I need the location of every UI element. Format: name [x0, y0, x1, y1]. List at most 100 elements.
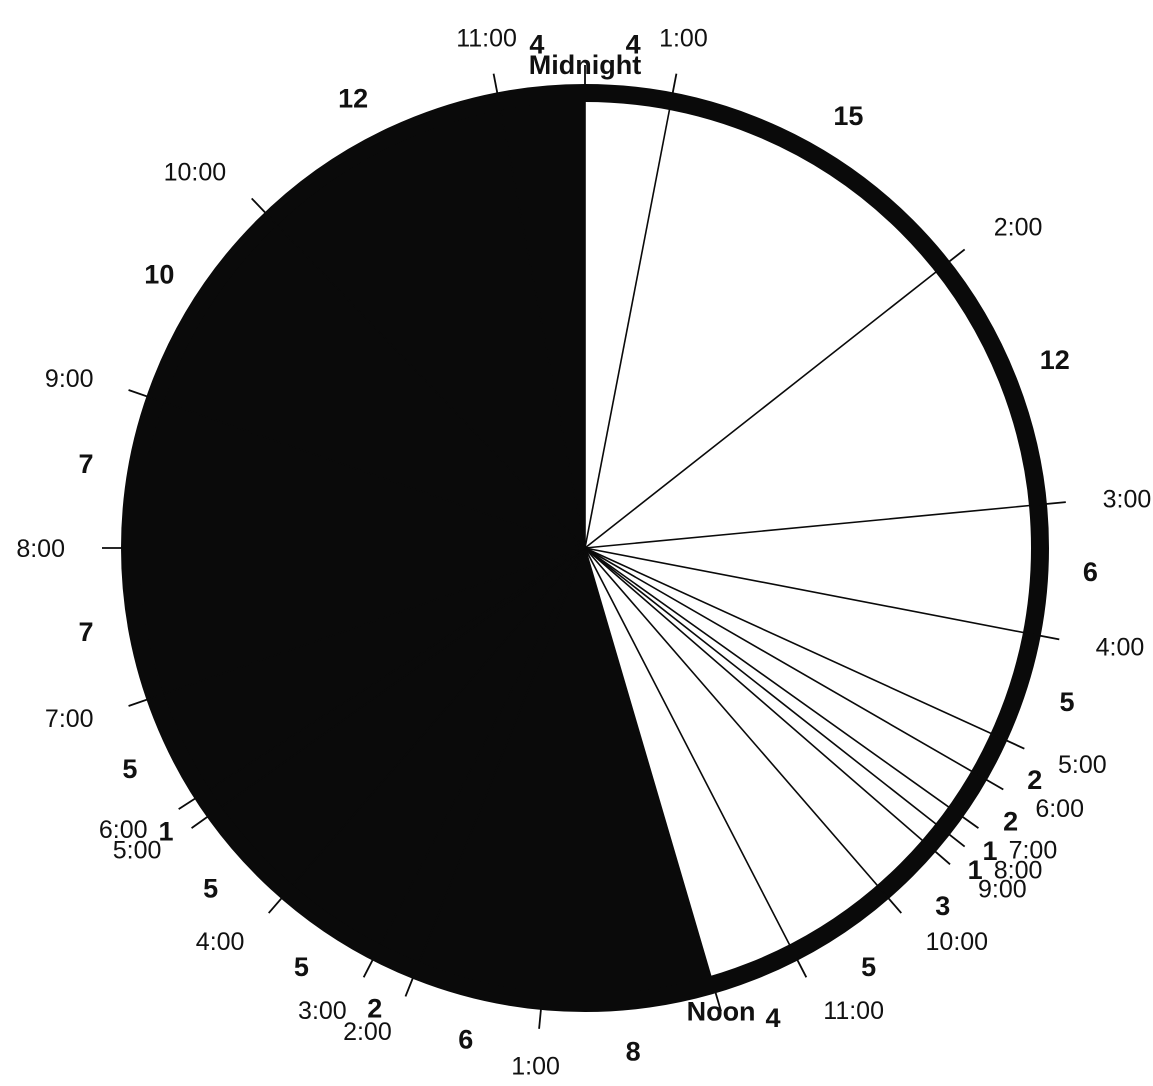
pie-slice-17: [214, 548, 585, 892]
time-leader-13: [710, 976, 722, 1012]
slice-divider-3: [584, 266, 944, 549]
slice-divider-14: [540, 547, 586, 1002]
slice-divider-13: [584, 547, 714, 985]
count-label-18: 1: [158, 817, 173, 847]
pie-slice-16: [287, 548, 585, 953]
pie-slice-21: [130, 399, 585, 548]
slice-divider-20: [154, 547, 586, 698]
count-label-12: 4: [766, 1003, 781, 1033]
pie-slice-15: [376, 548, 585, 971]
time-leader-14: [538, 992, 544, 1029]
time-label-20: 7:00: [45, 705, 94, 733]
time-leader-10: [922, 840, 951, 865]
pie-slice-12: [585, 548, 794, 985]
leader-lines: [102, 65, 1066, 1029]
count-label-23: 12: [338, 83, 368, 113]
pie-slice-23: [271, 101, 585, 548]
chart-labels: Midnight1:002:003:004:005:006:007:008:00…: [16, 24, 1151, 1080]
time-label-1: Midnight: [529, 50, 641, 80]
pie-slice-2: [585, 101, 943, 548]
pie-slice-19: [155, 548, 585, 794]
time-leader-18: [191, 806, 222, 829]
time-leader-4: [1029, 501, 1066, 507]
slice-divider-9: [584, 547, 944, 830]
time-leader-22: [128, 389, 163, 403]
pie-slice-22: [155, 218, 585, 548]
time-leader-19: [178, 788, 210, 810]
count-label-19: 5: [122, 754, 137, 784]
count-label-17: 5: [203, 873, 218, 903]
time-label-12: 11:00: [823, 997, 884, 1025]
pie-slice-7: [585, 548, 980, 812]
time-label-6: 5:00: [1058, 751, 1107, 779]
time-leader-20: [128, 693, 163, 707]
time-label-9: 8:00: [994, 856, 1043, 884]
slice-divider-2: [584, 101, 672, 549]
pie-slice-13: [541, 548, 714, 1004]
pie-slice-6: [585, 548, 999, 776]
count-label-13: 8: [626, 1037, 641, 1067]
time-label-18: 5:00: [113, 837, 162, 865]
count-label-5: 5: [1059, 687, 1074, 717]
count-label-11: 5: [861, 952, 876, 982]
slice-divider-18: [213, 547, 586, 813]
pie-slice-5: [585, 548, 1032, 738]
slice-divider-15: [415, 547, 586, 971]
count-label-6: 2: [1027, 765, 1042, 795]
pie-slice-11: [585, 548, 883, 953]
slice-divider-7: [584, 547, 980, 777]
pie-slices: [130, 92, 1041, 1004]
time-label-14: 1:00: [511, 1053, 560, 1081]
time-leader-15: [404, 962, 420, 997]
time-label-7: 6:00: [1035, 795, 1084, 823]
slice-divider-6: [584, 547, 1000, 738]
time-leader-17: [268, 885, 293, 914]
slice-divider-19: [201, 547, 586, 795]
slice-divider-8: [584, 547, 957, 813]
time-leader-16: [362, 944, 381, 978]
time-label-8: 7:00: [1009, 837, 1058, 865]
time-label-17: 4:00: [196, 928, 245, 956]
time-leader-24: [492, 73, 502, 110]
slice-divider-11: [584, 547, 884, 893]
time-label-24: 11:00: [456, 24, 517, 52]
pie-slice-3: [585, 266, 1038, 548]
pie-slice-20: [130, 548, 585, 697]
time-leader-5: [1023, 631, 1060, 641]
count-label-20: 7: [78, 617, 93, 647]
slice-divider-16: [375, 547, 586, 953]
count-label-21: 7: [78, 449, 93, 479]
time-label-13: Noon: [687, 996, 756, 1026]
pie-slice-8: [585, 548, 956, 830]
slice-dividers: [130, 93, 1039, 1002]
slice-divider-23: [270, 218, 586, 549]
count-label-22: 10: [144, 259, 174, 289]
time-label-15: 2:00: [343, 1018, 392, 1046]
time-label-16: 3:00: [298, 997, 347, 1025]
time-label-10: 9:00: [978, 876, 1027, 904]
slice-divider-12: [584, 547, 795, 953]
time-label-5: 4:00: [1096, 633, 1145, 661]
time-label-11: 10:00: [926, 928, 989, 956]
slice-divider-17: [286, 547, 586, 893]
time-label-2: 1:00: [659, 24, 708, 52]
time-leader-23: [251, 197, 278, 226]
time-leader-8: [948, 806, 979, 829]
count-label-2: 15: [833, 101, 863, 131]
count-label-16: 5: [294, 952, 309, 982]
count-label-3: 12: [1040, 345, 1070, 375]
time-leader-9: [935, 823, 966, 848]
count-label-7: 2: [1003, 807, 1018, 837]
count-label-9: 1: [968, 855, 983, 885]
slice-divider-10: [584, 547, 930, 847]
time-leader-3: [935, 248, 966, 273]
slice-divider-22: [154, 398, 586, 549]
time-label-3: 2:00: [994, 214, 1043, 242]
count-label-4: 6: [1083, 557, 1098, 587]
time-leader-11: [877, 885, 902, 914]
count-label-24: 4: [529, 29, 544, 59]
slice-divider-24: [498, 101, 586, 549]
count-label-14: 6: [458, 1025, 473, 1055]
pie-slice-4: [585, 504, 1041, 635]
